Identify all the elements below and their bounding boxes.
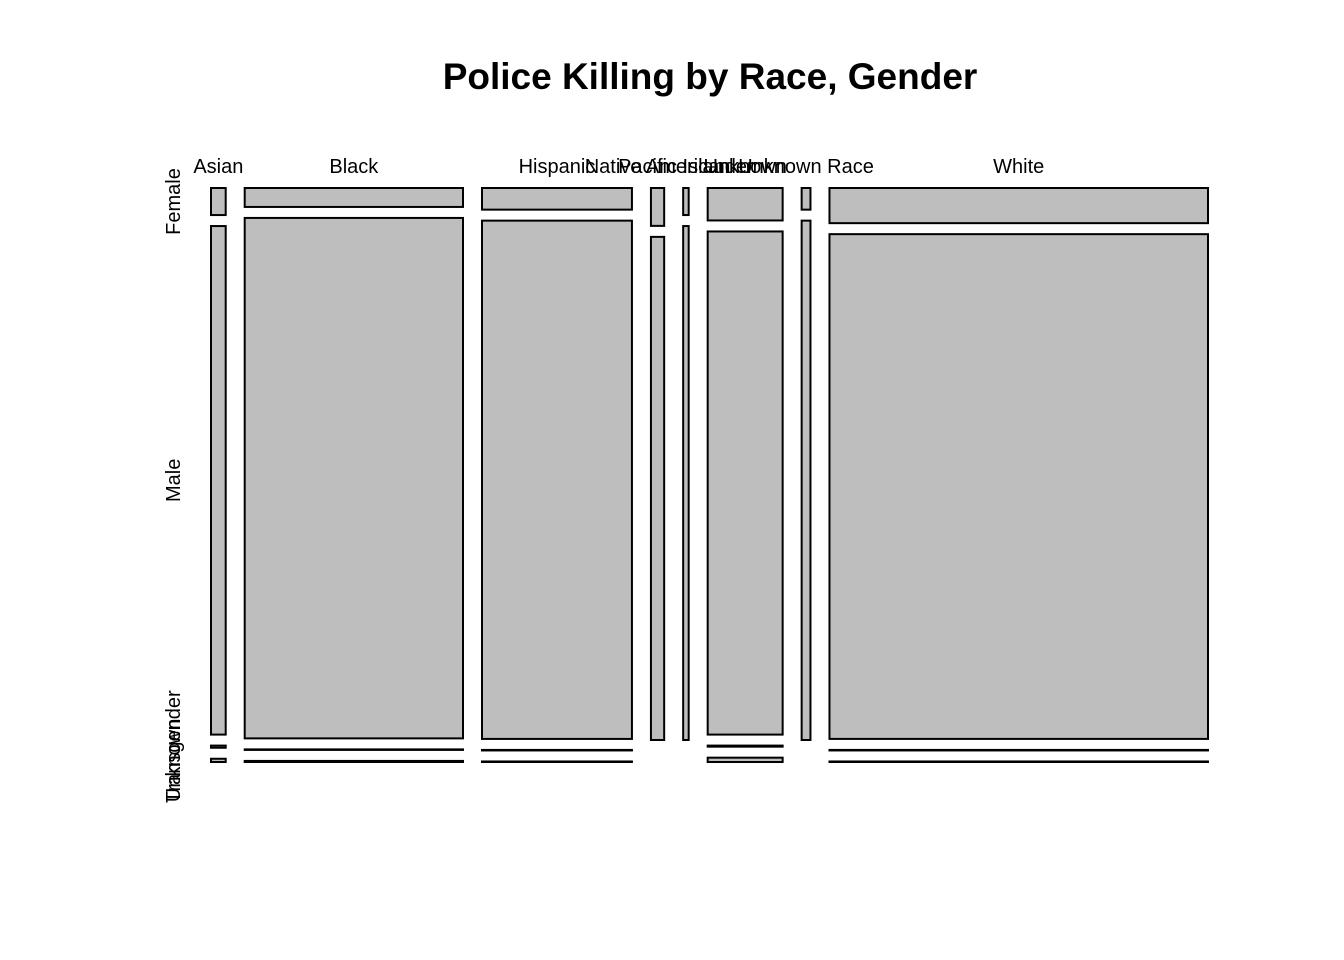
cell-unknown-transgender [706,744,784,748]
chart-title: Police Killing by Race, Gender [442,56,978,97]
cell-pacific-islander-female [682,187,690,217]
mosaic-cells [210,187,1209,764]
cell-hispanic-male [481,219,633,740]
cell-white-transgender [828,748,1209,752]
cell-black-female [243,187,464,208]
cell-native-american-male [649,235,666,741]
x-label-hispanic: Hispanic [519,156,596,178]
cell-asian-female [210,187,227,217]
cell-asian-male [210,225,227,736]
x-label-pacific-islander: Pacific Islander [618,156,754,178]
cell-pacific-islander-male [682,225,690,742]
x-label-unknown: Unknown [703,156,786,178]
cell-black-transgender [243,748,464,751]
x-label-native-american: Native American [585,156,731,178]
cell-unknown-male [706,230,784,736]
cell-asian-unknown [210,757,227,763]
cell-unknown-female [706,187,784,222]
y-label-transgender: Transgender [163,690,185,803]
x-label-asian: Asian [193,156,243,178]
x-label-white: White [993,156,1044,178]
y-label-unknown: Unknown [163,719,185,802]
cell-unknown-race-female [800,187,812,211]
cell-hispanic-female [481,187,633,211]
cell-white-male [828,233,1209,740]
y-label-male: Male [163,459,185,502]
y-label-female: Female [163,168,185,235]
cell-native-american-female [649,187,666,227]
cell-black-male [243,216,464,740]
cell-unknown-unknown [706,756,784,763]
x-label-black: Black [329,156,379,178]
cell-asian-transgender [210,744,227,749]
x-label-unknown-race: Unknown Race [738,156,874,178]
cell-white-female [828,187,1209,225]
cell-hispanic-transgender [481,748,633,752]
cell-hispanic-unknown [481,760,633,764]
cell-white-unknown [828,760,1209,764]
cell-black-unknown [243,759,464,763]
cell-unknown-race-male [800,219,812,741]
